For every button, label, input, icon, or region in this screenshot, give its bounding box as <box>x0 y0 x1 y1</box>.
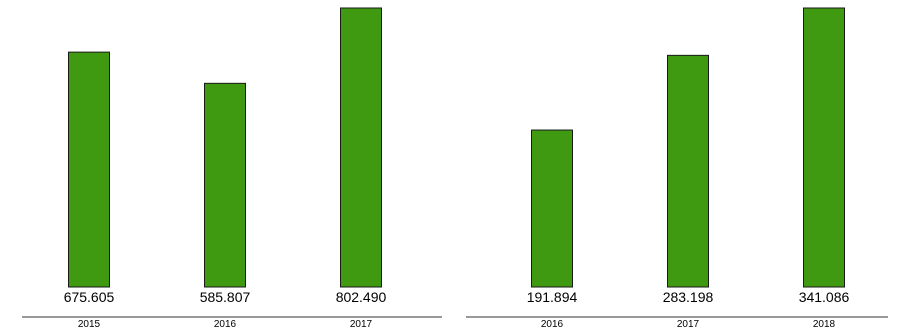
value-label-2017: 802.490 <box>336 289 387 305</box>
value-label-2018: 341.086 <box>799 289 850 305</box>
x-tick-label-2017: 2017 <box>350 319 373 329</box>
value-label-2016: 191.894 <box>527 289 578 305</box>
x-tick-label-2018: 2018 <box>813 319 836 329</box>
chart-left: 675.605 2015 585.807 2016 802.490 2017 <box>22 7 442 329</box>
value-label-2016: 585.807 <box>200 289 251 305</box>
bar-2018 <box>803 7 845 288</box>
value-label-2015: 675.605 <box>64 289 115 305</box>
bar-2016 <box>204 82 246 288</box>
x-tick-label-2016: 2016 <box>214 319 237 329</box>
chart-right: 191.894 2016 283.198 2017 341.086 2018 <box>466 7 888 329</box>
bar-2017 <box>340 7 382 288</box>
bar-2016 <box>531 129 573 288</box>
bar-2017 <box>667 54 709 288</box>
x-tick-label-2015: 2015 <box>78 319 101 329</box>
bar-2015 <box>68 51 110 288</box>
x-tick-label-2017: 2017 <box>677 319 700 329</box>
value-label-2017: 283.198 <box>663 289 714 305</box>
x-tick-label-2016: 2016 <box>541 319 564 329</box>
